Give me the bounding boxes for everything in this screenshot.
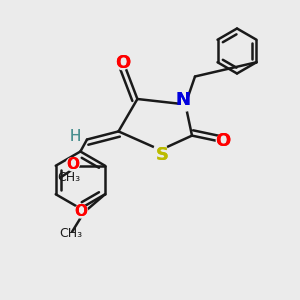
Circle shape	[216, 134, 230, 148]
Text: O: O	[75, 204, 88, 219]
Text: O: O	[115, 54, 130, 72]
Circle shape	[179, 98, 192, 111]
Text: H: H	[70, 129, 81, 144]
Circle shape	[69, 130, 82, 143]
Text: H: H	[70, 129, 81, 144]
Text: CH₃: CH₃	[59, 227, 82, 240]
Text: O: O	[66, 157, 79, 172]
Circle shape	[74, 205, 88, 218]
Text: O: O	[215, 132, 230, 150]
Text: O: O	[66, 157, 79, 172]
Text: O: O	[115, 54, 130, 72]
Text: O: O	[215, 132, 230, 150]
Text: N: N	[175, 91, 190, 109]
Text: N: N	[175, 91, 190, 109]
Text: S: S	[155, 146, 169, 164]
Circle shape	[116, 56, 129, 70]
Text: CH₃: CH₃	[57, 171, 80, 184]
Text: S: S	[155, 146, 169, 164]
Circle shape	[66, 158, 79, 171]
Circle shape	[154, 143, 167, 157]
Text: O: O	[75, 204, 88, 219]
